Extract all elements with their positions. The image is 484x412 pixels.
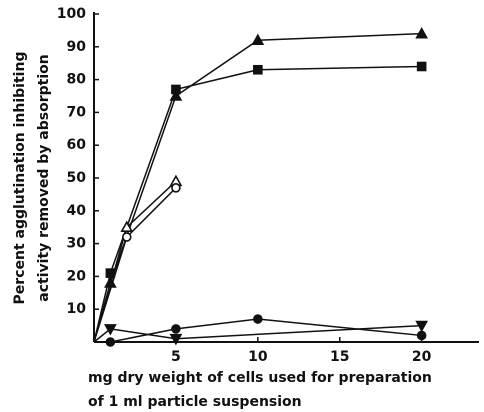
- x-axis-label: of 1 ml particle suspension: [88, 394, 302, 410]
- marker: [171, 84, 181, 95]
- y-tick-label: 60: [67, 137, 87, 153]
- marker: [416, 61, 427, 72]
- y-tick-label: 20: [67, 268, 87, 284]
- x-axis-label: mg dry weight of cells used for preparat…: [88, 370, 432, 386]
- marker: [415, 27, 429, 39]
- y-tick-label: 90: [67, 39, 87, 55]
- y-axis-label: activity removed by absorption: [36, 54, 52, 301]
- series-line: [93, 32, 422, 343]
- marker: [169, 333, 183, 346]
- marker: [251, 33, 265, 46]
- x-tick-label: 10: [248, 349, 268, 365]
- marker: [120, 220, 134, 232]
- y-tick-label: 30: [67, 236, 87, 252]
- y-tick-label: 80: [67, 72, 87, 88]
- x-tick-label: 20: [412, 349, 432, 365]
- marker: [171, 324, 181, 334]
- y-tick-label: 10: [67, 301, 87, 317]
- y-tick-label: 70: [67, 104, 87, 120]
- y-axis-label: Percent agglutination inhibiting: [12, 52, 28, 305]
- marker: [104, 324, 117, 336]
- marker: [253, 64, 263, 75]
- marker: [416, 330, 427, 341]
- marker: [171, 183, 181, 193]
- marker: [105, 337, 116, 347]
- y-tick-label: 50: [67, 170, 87, 186]
- series-line: [93, 324, 422, 343]
- x-tick-label: 15: [330, 349, 349, 365]
- marker: [121, 232, 132, 242]
- marker: [253, 314, 263, 324]
- y-tick-label: 40: [67, 203, 87, 219]
- y-tick-label: 100: [57, 6, 86, 22]
- series-line: [93, 65, 422, 343]
- x-tick-label: 5: [171, 349, 181, 365]
- marker: [415, 320, 429, 333]
